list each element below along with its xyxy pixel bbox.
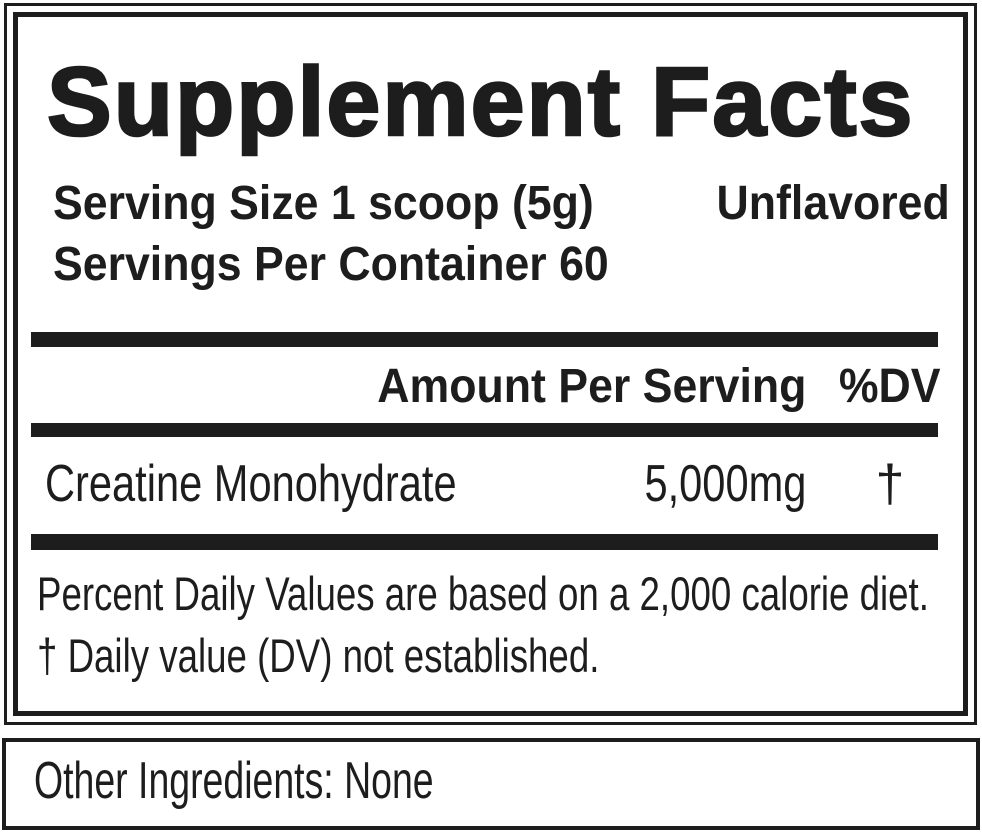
divider-bar-middle bbox=[31, 422, 938, 437]
servings-per-container-text: Servings Per Container 60 bbox=[53, 238, 609, 292]
supplement-facts-inner-frame: Supplement Facts Serving Size 1 scoop (5… bbox=[13, 12, 968, 716]
footnote-dv-not-established: † Daily value (DV) not established. bbox=[37, 629, 600, 683]
other-ingredients-text: Other Ingredients: None bbox=[34, 751, 434, 810]
dv-header: %DV bbox=[839, 359, 941, 413]
footnote-block: Percent Daily Values are based on a 2,00… bbox=[37, 563, 950, 688]
amount-per-serving-header: Amount Per Serving bbox=[376, 359, 806, 413]
serving-size-text: Serving Size 1 scoop (5g) bbox=[53, 177, 594, 230]
ingredient-name: Creatine Monohydrate bbox=[45, 454, 457, 513]
servings-per-container-row: Servings Per Container 60 bbox=[53, 234, 950, 295]
serving-size-row: Serving Size 1 scoop (5g) Unflavored bbox=[53, 173, 950, 234]
ingredient-dv-symbol: † bbox=[875, 454, 905, 513]
flavor-text: Unflavored bbox=[716, 177, 950, 230]
other-ingredients-box: Other Ingredients: None bbox=[2, 738, 980, 830]
table-header-row: Amount Per Serving %DV bbox=[31, 357, 950, 418]
supplement-facts-title: Supplement Facts bbox=[46, 47, 915, 156]
divider-bar-top bbox=[31, 331, 938, 347]
ingredient-row: Creatine Monohydrate 5,000mg † bbox=[31, 452, 950, 517]
footnote-daily-values: Percent Daily Values are based on a 2,00… bbox=[37, 566, 929, 620]
divider-bar-bottom bbox=[31, 533, 938, 550]
serving-info-block: Serving Size 1 scoop (5g) Unflavored Ser… bbox=[31, 173, 950, 296]
ingredient-amount: 5,000mg bbox=[644, 454, 806, 513]
supplement-facts-panel: Supplement Facts Serving Size 1 scoop (5… bbox=[4, 3, 977, 725]
